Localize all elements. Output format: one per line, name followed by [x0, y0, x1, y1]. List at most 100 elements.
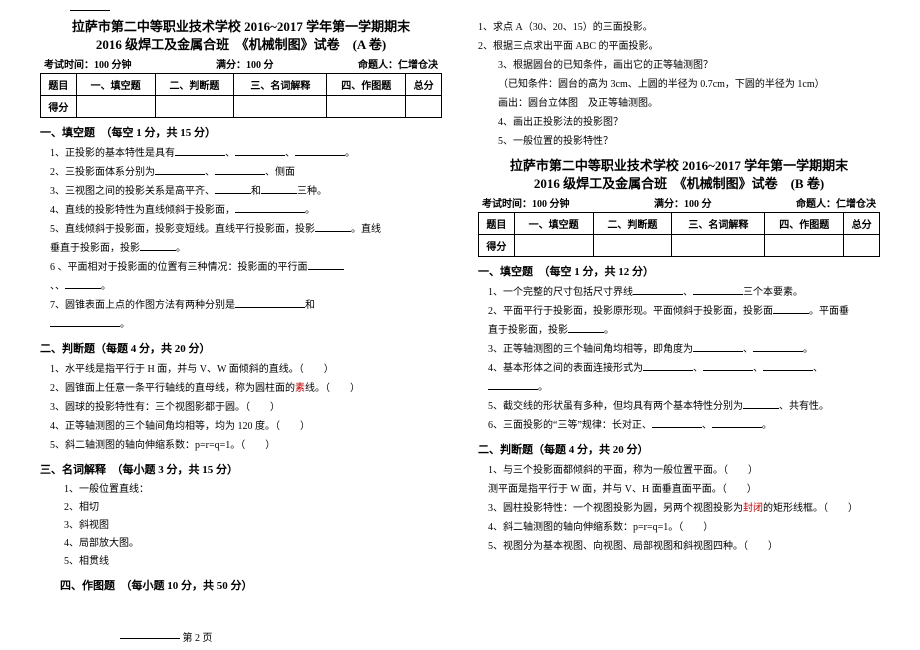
blank [315, 222, 351, 232]
item: 4、直线的投影特性为直线倾斜于投影面，。 [50, 201, 442, 220]
text: 7、圆锥表面上点的作图方法有两种分别是 [50, 300, 235, 311]
right-column: 1、求点 A（30、20、15）的三面投影。 2、根据三点求出平面 ABC 的平… [460, 18, 890, 640]
text: 、 [693, 363, 703, 374]
blank [633, 285, 683, 295]
blank [652, 418, 702, 428]
exam-author-a: 命题人：仁增仓决 [358, 56, 438, 71]
text: 3、圆柱投影特性：一个视图投影为圆，另两个视图投影为 [488, 503, 743, 514]
text: 6 、平面相对于投影面的位置有三种情况：投影面的平行面 [50, 262, 308, 273]
text: 4、直线的投影特性为直线倾斜于投影面， [50, 205, 235, 216]
score-table-a: 题目 一、填空题 二、判断题 三、名词解释 四、作图题 总分 得分 [40, 73, 442, 118]
item: （已知条件：圆台的高为 3cm、上圆的半径为 0.7cm，下圆的半径为 1cm） [498, 75, 880, 94]
item: 1、正投影的基本特性是具有、、。 [50, 144, 442, 163]
td [155, 96, 234, 118]
td [76, 96, 155, 118]
text: 三种。 [297, 186, 327, 197]
th: 一、填空题 [76, 74, 155, 96]
blank [753, 342, 803, 352]
exam-author-b: 命题人：仁增仓决 [796, 195, 876, 210]
blank [568, 323, 604, 333]
sec2-head-a: 二、判断题（每题 4 分，共 20 分） [40, 340, 442, 356]
blank [215, 165, 265, 175]
item: 1、一般位置直线： [64, 481, 442, 499]
text: 垂直于投影面，投影 [50, 243, 140, 254]
text: 三个本要素。 [743, 287, 803, 298]
text: 2、圆锥面上任意一条平行轴线的直母线，称为圆柱面的 [50, 383, 295, 394]
blank [65, 279, 101, 289]
exam-info-b: 考试时间：100 分钟 满分：100 分 命题人：仁增仓决 [478, 195, 880, 210]
item: 1、求点 A（30、20、15）的三面投影。 [478, 18, 880, 37]
item: 5、相贯线 [64, 553, 442, 571]
sec3-head-a: 三、名词解释 （每小题 3 分，共 15 分） [40, 461, 442, 477]
text: 4、基本形体之间的表面连接形式为 [488, 363, 643, 374]
td [765, 235, 844, 257]
item: 2、平面平行于投影面，投影原形现。平面倾斜于投影面，投影面。平面垂直于投影面，投… [488, 302, 880, 340]
sec4-head-a: 四、作图题 （每小题 10 分，共 50 分） [60, 577, 442, 593]
text-red: 素 [295, 383, 305, 394]
item: 3、根据圆台的已知条件，画出它的正等轴测图？ [498, 56, 880, 75]
item: 1、一个完整的尺寸包括尺寸界线、三个本要素。 [488, 283, 880, 302]
blank [712, 418, 762, 428]
blank [155, 165, 205, 175]
table-row: 得分 [41, 96, 442, 118]
blank [693, 285, 743, 295]
blank [703, 361, 753, 371]
text: 3、三视图之间的投影关系是高平齐、 [50, 186, 215, 197]
left-column: 拉萨市第二中等职业技术学校 2016~2017 学年第一学期期末 2016 级焊… [30, 18, 460, 640]
text: 直于投影面，投影 [488, 325, 568, 336]
item: 5、视图分为基本视图、向视图、局部视图和斜视图四种。（ ） [488, 537, 880, 556]
exam-time-a: 考试时间：100 分钟 [44, 56, 132, 71]
item: 1、与三个投影面都倾斜的平面，称为一般位置平面。（ ） [488, 461, 880, 480]
text: 3、正等轴测图的三个轴间角均相等，即角度为 [488, 344, 693, 355]
item: 1、水平线是指平行于 H 面，并与 V、W 面倾斜的直线。（ ） [50, 360, 442, 379]
text: 线。（ ） [305, 383, 360, 394]
top-dash [70, 10, 110, 11]
item: 4、正等轴测图的三个轴间角均相等，均为 120 度。（ ） [50, 417, 442, 436]
td [327, 96, 406, 118]
sec1-head-a: 一、填空题 （每空 1 分，共 15 分） [40, 124, 442, 140]
th: 三、名词解释 [672, 213, 765, 235]
item: 4、斜二轴测图的轴向伸缩系数：p=r=q=1。（ ） [488, 518, 880, 537]
td [514, 235, 593, 257]
text: 的矩形线框。（ ） [763, 503, 858, 514]
text: 。直线 [351, 224, 381, 235]
exam-time-b: 考试时间：100 分钟 [482, 195, 570, 210]
blank [743, 399, 779, 409]
text: 和 [305, 300, 315, 311]
text-red: 封闭 [743, 503, 763, 514]
text: 侧面 [275, 167, 295, 178]
item: 7、圆锥表面上点的作图方法有两种分别是和。 [50, 296, 442, 334]
text: 、、 [50, 281, 65, 292]
exam-full-a: 满分：100 分 [216, 56, 274, 71]
blank [175, 146, 225, 156]
footer-line [120, 638, 180, 639]
blank [295, 146, 345, 156]
th: 三、名词解释 [234, 74, 327, 96]
text: 1、正投影的基本特性是具有 [50, 148, 175, 159]
td [593, 235, 672, 257]
text: 1、一个完整的尺寸包括尺寸界线 [488, 287, 633, 298]
th: 总分 [406, 74, 442, 96]
title-a-line2: 2016 级焊工及金属合班 《机械制图》试卷 (A 卷) [40, 36, 442, 54]
exam-full-b: 满分：100 分 [654, 195, 712, 210]
blank [488, 380, 538, 390]
footer: 第 2 页 [120, 629, 213, 644]
blank [773, 304, 809, 314]
title-a-line1: 拉萨市第二中等职业技术学校 2016~2017 学年第一学期期末 [40, 18, 442, 36]
sublist: 1、一般位置直线： 2、相切 3、斜视图 4、局部放大图。 5、相贯线 [64, 481, 442, 571]
td [234, 96, 327, 118]
th: 四、作图题 [765, 213, 844, 235]
sec2-head-b: 二、判断题（每题 4 分，共 20 分） [478, 441, 880, 457]
item: 3、正等轴测图的三个轴间角均相等，即角度为、。 [488, 340, 880, 359]
blank [261, 184, 297, 194]
text: 和 [251, 186, 261, 197]
table-row: 题目 一、填空题 二、判断题 三、名词解释 四、作图题 总分 [479, 213, 880, 235]
td [672, 235, 765, 257]
blank [235, 298, 305, 308]
th: 一、填空题 [514, 213, 593, 235]
blank [215, 184, 251, 194]
blank [308, 260, 344, 270]
blank [643, 361, 693, 371]
table-row: 题目 一、填空题 二、判断题 三、名词解释 四、作图题 总分 [41, 74, 442, 96]
item: 5、一般位置的投影特性？ [498, 132, 880, 151]
